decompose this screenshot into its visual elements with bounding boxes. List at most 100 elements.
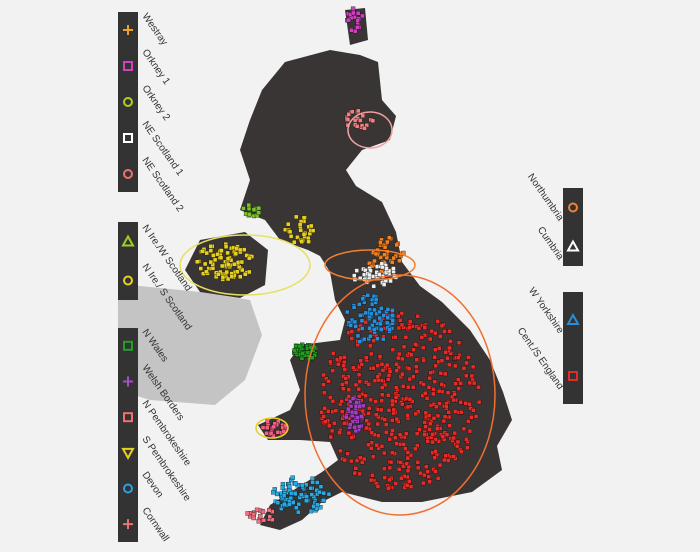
cluster-dot — [424, 396, 430, 401]
cluster-dot — [405, 468, 411, 473]
cluster-dot — [342, 367, 348, 372]
cluster-dot — [350, 396, 356, 401]
cluster-dot — [426, 474, 431, 479]
cluster-dot — [375, 363, 380, 368]
cluster-dot — [265, 425, 270, 430]
cluster-dot — [291, 500, 296, 505]
cluster-dot — [370, 473, 375, 478]
cluster-dot — [464, 360, 469, 366]
cluster-dot — [339, 399, 344, 404]
cluster-dot — [351, 305, 357, 310]
legend-box — [118, 328, 138, 542]
legend-symbol — [123, 483, 133, 494]
cluster-dot — [384, 255, 389, 260]
legend-symbol — [121, 447, 135, 460]
cluster-dot — [380, 368, 386, 373]
cluster-dot — [305, 350, 311, 355]
cluster-dot — [208, 248, 214, 253]
cluster-dot — [353, 382, 359, 388]
cluster-dot — [442, 329, 447, 334]
cluster-dot — [426, 413, 432, 418]
great-britain — [240, 50, 512, 530]
cluster-dot — [438, 371, 444, 376]
cluster-dot — [407, 376, 412, 382]
cluster-dot — [348, 404, 354, 409]
cluster-dot — [200, 248, 205, 254]
cluster-dot — [424, 464, 429, 469]
cluster-dot — [318, 484, 324, 489]
cluster-dot — [467, 428, 473, 434]
legend-symbol — [123, 61, 133, 71]
cluster-dot — [223, 244, 229, 249]
cluster-dot — [367, 261, 372, 266]
cluster-dot — [387, 327, 392, 333]
cluster-dot — [360, 13, 365, 19]
cluster-dot — [346, 112, 351, 117]
cluster-dot — [371, 338, 376, 343]
cluster-dot — [270, 517, 275, 522]
cluster-dot — [294, 214, 299, 220]
cluster-dot — [372, 307, 377, 313]
cluster-dot — [235, 260, 241, 266]
cluster-dot — [232, 262, 237, 267]
cluster-dot — [390, 318, 395, 323]
cluster-dot — [212, 257, 218, 263]
cluster-dot — [437, 401, 442, 406]
cluster-dot — [439, 382, 445, 387]
cluster-dot — [452, 391, 457, 397]
cluster-dot — [299, 492, 304, 497]
cluster-dot — [447, 423, 452, 428]
cluster-dot — [436, 346, 442, 351]
cluster-dot — [423, 410, 429, 416]
cluster-dot — [435, 319, 440, 324]
cluster-dot — [367, 326, 372, 331]
cluster-dot — [246, 202, 251, 208]
cluster-dot — [453, 363, 458, 369]
cluster-dot — [342, 421, 347, 426]
cluster-dot — [396, 313, 401, 319]
cluster-dot — [349, 28, 354, 33]
cluster-dot — [389, 432, 394, 437]
cluster-dot — [267, 514, 272, 519]
cluster-dot — [390, 418, 395, 423]
cluster-dot — [431, 387, 436, 392]
cluster-dot — [247, 211, 252, 217]
cluster-dot — [394, 441, 399, 446]
cluster-dot — [455, 444, 460, 449]
legend-symbol — [123, 133, 133, 143]
cluster-dot — [461, 426, 467, 431]
cluster-dot — [290, 475, 295, 480]
cluster-dot — [394, 368, 399, 373]
cluster-dot — [349, 435, 354, 440]
cluster-dot — [286, 221, 291, 227]
cluster-dot — [304, 498, 309, 504]
cluster-dot — [400, 356, 405, 362]
cluster-ellipse — [304, 274, 496, 516]
cluster-dot — [393, 334, 398, 340]
legend-box — [563, 188, 583, 266]
cluster-dot — [429, 328, 434, 334]
cluster-dot — [282, 501, 287, 507]
cluster-dot — [317, 489, 322, 495]
cluster-dot — [387, 436, 392, 442]
cluster-dot — [296, 509, 301, 515]
cluster-dot — [405, 404, 411, 410]
cluster-dot — [372, 258, 377, 264]
cluster-dot — [337, 430, 342, 435]
cluster-dot — [318, 505, 323, 510]
cluster-dot — [372, 327, 377, 332]
legend-symbol — [123, 376, 133, 387]
cluster-dot — [393, 385, 399, 390]
cluster-dot — [466, 419, 471, 424]
cluster-dot — [443, 371, 448, 377]
cluster-dot — [451, 435, 456, 441]
cluster-dot — [368, 334, 373, 339]
cluster-dot — [310, 476, 315, 481]
cluster-dot — [384, 266, 389, 271]
cluster-dot — [420, 393, 425, 398]
cluster-dot — [377, 315, 382, 321]
cluster-dot — [370, 323, 375, 328]
cluster-dot — [391, 407, 396, 413]
cluster-dot — [411, 374, 416, 379]
cluster-dot — [246, 206, 252, 211]
